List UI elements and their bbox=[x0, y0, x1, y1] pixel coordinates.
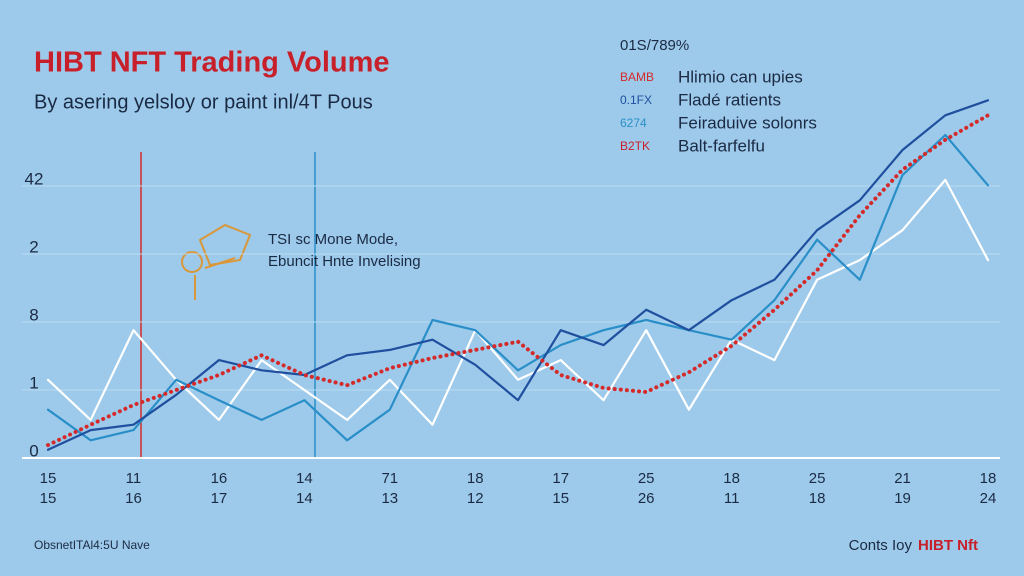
x-tick-label: 21 bbox=[894, 470, 911, 487]
annotation: TSI sc Mone Mode, bbox=[268, 231, 398, 248]
x-tick-label: 11 bbox=[126, 470, 142, 487]
legend-label: Feiraduive solonrs bbox=[678, 113, 817, 132]
x-tick-label: 19 bbox=[894, 490, 911, 507]
x-tick-label: 24 bbox=[980, 490, 997, 507]
y-tick-label: 8 bbox=[29, 305, 38, 324]
annotation: Ebuncit Hnte Invelising bbox=[268, 253, 421, 270]
x-tick-label: 13 bbox=[381, 490, 398, 507]
footer-left: ObsnetITAl4:5U Nave bbox=[34, 538, 150, 552]
chart-subtitle: By asering yelsloy or paint inl/4T Pous bbox=[34, 91, 373, 113]
series-line bbox=[46, 113, 990, 448]
x-tick-label: 26 bbox=[638, 490, 655, 507]
x-tick-label: 25 bbox=[638, 470, 655, 487]
x-tick-label: 11 bbox=[724, 490, 740, 507]
y-tick-label: 0 bbox=[29, 441, 38, 460]
x-tick-label: 12 bbox=[467, 490, 484, 507]
y-tick-label: 2 bbox=[29, 237, 38, 256]
x-tick-label: 15 bbox=[552, 490, 569, 507]
legend-code: BAMB bbox=[620, 70, 654, 84]
series-line bbox=[46, 133, 990, 442]
x-tick-label: 14 bbox=[296, 490, 313, 507]
x-tick-label: 17 bbox=[211, 490, 228, 507]
legend-label: Balt-farfelfu bbox=[678, 136, 765, 155]
series-line bbox=[46, 99, 990, 451]
x-tick-label: 18 bbox=[723, 470, 740, 487]
footer-right: Conts Ioy bbox=[849, 537, 913, 554]
legend-code: 6274 bbox=[620, 116, 647, 130]
x-tick-label: 18 bbox=[467, 470, 484, 487]
y-tick-label: 1 bbox=[29, 373, 38, 392]
chart-title: HIBT NFT Trading Volume bbox=[34, 47, 390, 79]
x-tick-label: 15 bbox=[40, 470, 57, 487]
x-tick-label: 17 bbox=[552, 470, 569, 487]
series-line bbox=[46, 178, 990, 426]
annotation-icon bbox=[181, 223, 252, 300]
legend-label: Hlimio can upies bbox=[678, 67, 803, 86]
legend-title: 01S/789% bbox=[620, 37, 689, 54]
x-tick-label: 14 bbox=[296, 470, 313, 487]
x-tick-label: 16 bbox=[125, 490, 142, 507]
x-tick-label: 18 bbox=[809, 490, 826, 507]
x-tick-label: 71 bbox=[381, 470, 398, 487]
x-tick-label: 18 bbox=[980, 470, 997, 487]
x-tick-label: 15 bbox=[40, 490, 57, 507]
legend-label: Fladé ratients bbox=[678, 90, 781, 109]
x-tick-label: 16 bbox=[211, 470, 228, 487]
x-tick-label: 25 bbox=[809, 470, 826, 487]
legend-code: B2TK bbox=[620, 139, 650, 153]
y-tick-label: 42 bbox=[25, 169, 44, 188]
footer-brand: HIBT Nft bbox=[918, 537, 978, 554]
legend-code: 0.1FX bbox=[620, 93, 652, 107]
